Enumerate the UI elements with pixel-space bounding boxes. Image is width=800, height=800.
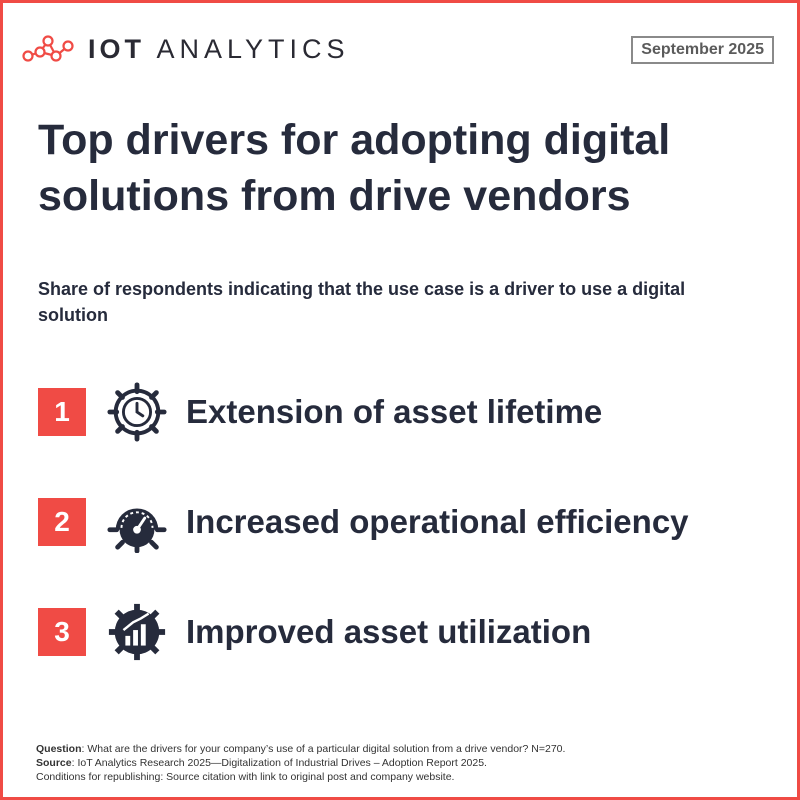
page-subtitle: Share of respondents indicating that the… [38, 279, 686, 325]
driver-label: Improved asset utilization [186, 613, 592, 650]
gear-clock-icon [107, 382, 167, 442]
conditions-note: Conditions for republishing: Source cita… [36, 771, 455, 783]
driver-label: Extension of asset lifetime [186, 393, 603, 430]
source-text: : IoT Analytics Research 2025—Digitaliza… [71, 757, 487, 769]
driver-item-1: 1 Extension of asset lifetime [38, 382, 603, 442]
date-badge: September 2025 [631, 36, 774, 64]
brand-light-text: ANALYTICS [156, 33, 350, 64]
rank-badge: 3 [38, 608, 86, 656]
brand-strong-text: IOT [88, 33, 145, 64]
page-title: Top drivers for adopting digital solutio… [38, 116, 671, 220]
brand-name: IOT ANALYTICS [88, 34, 350, 65]
driver-item-3: 3 Improved asset utilization [38, 603, 592, 661]
footer-notes: Question: What are the drivers for your … [36, 742, 776, 784]
question-label: Question [36, 743, 82, 755]
source-label: Source [36, 757, 72, 769]
driver-label: Increased operational efficiency [186, 503, 689, 540]
molecule-network-icon [22, 35, 74, 62]
rank-badge: 2 [38, 498, 86, 546]
gear-gauge-icon [107, 508, 167, 553]
source-note: Source: IoT Analytics Research 2025—Digi… [36, 756, 776, 770]
question-text: : What are the drivers for your company’… [81, 743, 566, 755]
question-note: Question: What are the drivers for your … [36, 742, 776, 756]
brand-logo[interactable]: IOT ANALYTICS [20, 32, 350, 66]
driver-item-2: 2 Increased operational efficiency [38, 494, 689, 553]
rank-badge: 1 [38, 388, 86, 436]
gear-chart-icon [108, 603, 166, 661]
